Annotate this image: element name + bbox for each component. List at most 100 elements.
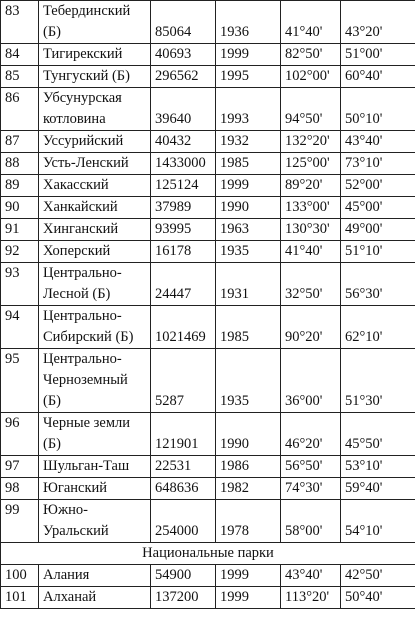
name-line: Тигирекский bbox=[43, 46, 123, 62]
row-number: 86 bbox=[0, 87, 39, 131]
table-row: 93 Центрально- Лесной (Б) 24447 1931 32°50' 56… bbox=[0, 262, 415, 306]
year: 1931 bbox=[215, 262, 281, 306]
name-line: Хинганский bbox=[43, 221, 119, 237]
latitude: 51°30' bbox=[340, 348, 415, 413]
area: 93995 bbox=[150, 218, 216, 241]
latitude: 54°10' bbox=[340, 499, 415, 543]
area: 85064 bbox=[150, 0, 216, 44]
name-line: Тунгуский (Б) bbox=[43, 68, 130, 84]
reserve-name: Уссурийский bbox=[38, 130, 151, 153]
latitude: 43°20' bbox=[340, 0, 415, 44]
table-row: 97 Шульган-Таш 22531 1986 56°50' 53°10' bbox=[0, 455, 415, 478]
latitude: 50°10' bbox=[340, 87, 415, 131]
longitude: 102°00' bbox=[280, 65, 341, 88]
latitude: 51°00' bbox=[340, 43, 415, 66]
table-row: 88 Усть-Ленский 1433000 1985 125°00' 73°10' bbox=[0, 152, 415, 175]
name-line: (Б) bbox=[43, 436, 61, 452]
year: 1986 bbox=[215, 455, 281, 478]
name-line: Ханкайский bbox=[43, 199, 118, 215]
table-row: 90 Ханкайский 37989 1990 133°00' 45°00' bbox=[0, 196, 415, 219]
latitude: 62°10' bbox=[340, 305, 415, 349]
longitude: 56°50' bbox=[280, 455, 341, 478]
row-number: 90 bbox=[0, 196, 39, 219]
longitude: 58°00' bbox=[280, 499, 341, 543]
reserve-name: Хоперский bbox=[38, 240, 151, 263]
year: 1993 bbox=[215, 87, 281, 131]
row-number: 88 bbox=[0, 152, 39, 175]
area: 1433000 bbox=[150, 152, 216, 175]
name-line: Алханай bbox=[43, 589, 97, 605]
name-line: Центрально- bbox=[43, 308, 122, 324]
year: 1990 bbox=[215, 412, 281, 456]
area: 1021469 bbox=[150, 305, 216, 349]
longitude: 113°20' bbox=[280, 586, 341, 609]
reserve-name: Тебердинский (Б) bbox=[38, 0, 151, 44]
row-number: 93 bbox=[0, 262, 39, 306]
reserve-name: Усть-Ленский bbox=[38, 152, 151, 175]
longitude: 41°40' bbox=[280, 240, 341, 263]
year: 1932 bbox=[215, 130, 281, 153]
row-number: 98 bbox=[0, 477, 39, 500]
latitude: 50°40' bbox=[340, 586, 415, 609]
table-row: 92 Хоперский 16178 1935 41°40' 51°10' bbox=[0, 240, 415, 263]
area: 37989 bbox=[150, 196, 216, 219]
row-number: 100 bbox=[0, 564, 39, 587]
year: 1985 bbox=[215, 305, 281, 349]
longitude: 46°20' bbox=[280, 412, 341, 456]
longitude: 82°50' bbox=[280, 43, 341, 66]
longitude: 89°20' bbox=[280, 174, 341, 197]
area: 296562 bbox=[150, 65, 216, 88]
reserve-name: Тунгуский (Б) bbox=[38, 65, 151, 88]
area: 137200 bbox=[150, 586, 216, 609]
year: 1935 bbox=[215, 348, 281, 413]
latitude: 53°10' bbox=[340, 455, 415, 478]
name-line: Черноземный bbox=[43, 372, 128, 388]
table-row: 85 Тунгуский (Б) 296562 1995 102°00' 60°40' bbox=[0, 65, 415, 88]
table-row: 100 Алания 54900 1999 43°40' 42°50' bbox=[0, 564, 415, 587]
row-number: 85 bbox=[0, 65, 39, 88]
row-number: 87 bbox=[0, 130, 39, 153]
name-line: Черные земли bbox=[43, 415, 131, 431]
area: 121901 bbox=[150, 412, 216, 456]
name-line: Хоперский bbox=[43, 243, 111, 259]
longitude: 41°40' bbox=[280, 0, 341, 44]
year: 1978 bbox=[215, 499, 281, 543]
name-line: Хакасский bbox=[43, 177, 109, 193]
latitude: 60°40' bbox=[340, 65, 415, 88]
year: 1982 bbox=[215, 477, 281, 500]
longitude: 90°20' bbox=[280, 305, 341, 349]
longitude: 43°40' bbox=[280, 564, 341, 587]
longitude: 133°00' bbox=[280, 196, 341, 219]
name-line: Уссурийский bbox=[43, 133, 124, 149]
table-row: 89 Хакасский 125124 1999 89°20' 52°00' bbox=[0, 174, 415, 197]
longitude: 132°20' bbox=[280, 130, 341, 153]
table-row: 96 Черные земли (Б) 121901 1990 46°20' 45°50' bbox=[0, 412, 415, 456]
reserve-name: Алания bbox=[38, 564, 151, 587]
latitude: 73°10' bbox=[340, 152, 415, 175]
table-row: Национальные парки bbox=[0, 542, 415, 565]
reserve-name: Центрально- Черноземный (Б) bbox=[38, 348, 151, 413]
area: 24447 bbox=[150, 262, 216, 306]
row-number: 83 bbox=[0, 0, 39, 44]
reserve-name: Ханкайский bbox=[38, 196, 151, 219]
name-line: Южно- bbox=[43, 502, 88, 518]
name-line: Центрально- bbox=[43, 351, 122, 367]
reserve-name: Черные земли (Б) bbox=[38, 412, 151, 456]
reserve-name: Алханай bbox=[38, 586, 151, 609]
latitude: 49°00' bbox=[340, 218, 415, 241]
name-line: Лесной (Б) bbox=[43, 286, 111, 302]
area: 125124 bbox=[150, 174, 216, 197]
year: 1995 bbox=[215, 65, 281, 88]
name-line: Шульган-Таш bbox=[43, 458, 130, 474]
table-row: 98 Юганский 648636 1982 74°30' 59°40' bbox=[0, 477, 415, 500]
year: 1985 bbox=[215, 152, 281, 175]
section-header: Национальные парки bbox=[0, 542, 415, 565]
longitude: 32°50' bbox=[280, 262, 341, 306]
table-row: 101 Алханай 137200 1999 113°20' 50°40' bbox=[0, 586, 415, 609]
row-number: 92 bbox=[0, 240, 39, 263]
reserve-name: Центрально- Лесной (Б) bbox=[38, 262, 151, 306]
latitude: 59°40' bbox=[340, 477, 415, 500]
longitude: 94°50' bbox=[280, 87, 341, 131]
